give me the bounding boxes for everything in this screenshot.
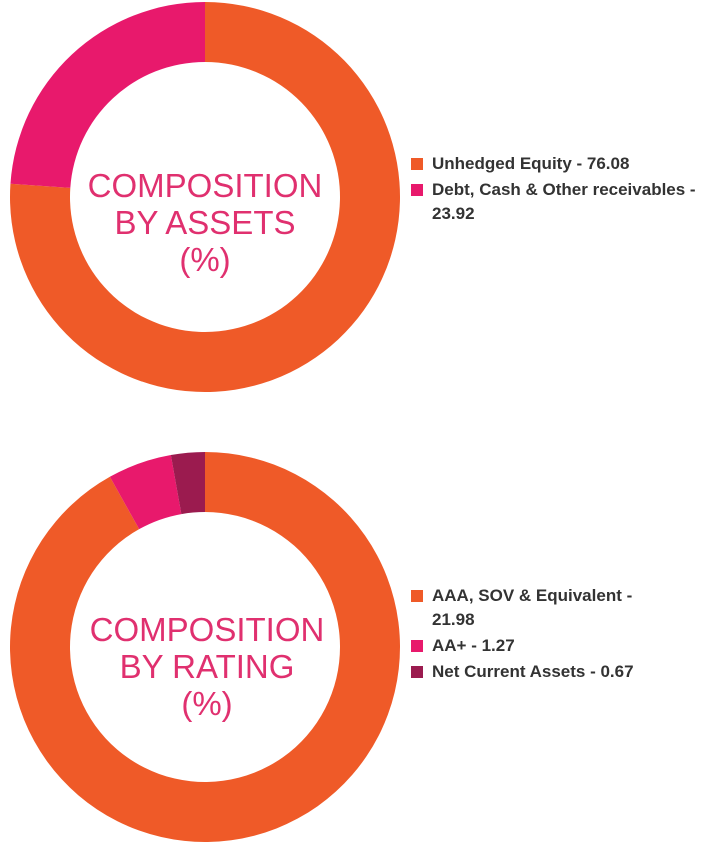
rating-legend-label-2: Net Current Assets - 0.67 xyxy=(432,662,634,681)
assets-legend-swatch-1 xyxy=(411,184,423,196)
assets-legend: Unhedged Equity - 76.08 Debt, Cash & Othe… xyxy=(411,152,711,228)
assets-legend-swatch-0 xyxy=(411,158,423,170)
assets-composition-chart: COMPOSITION BY ASSETS (%) Unhedged Equit… xyxy=(0,0,715,400)
rating-slice-1 xyxy=(109,455,182,530)
assets-slice-0 xyxy=(10,2,400,392)
rating-title-line-1: COMPOSITION xyxy=(89,611,325,648)
assets-title-line-1: COMPOSITION xyxy=(87,167,323,204)
rating-legend-item-1: AA+ - 1.27 xyxy=(411,634,651,658)
assets-legend-item-0: Unhedged Equity - 76.08 xyxy=(411,152,711,176)
assets-legend-label-0: Unhedged Equity - 76.08 xyxy=(432,154,630,173)
rating-slice-0 xyxy=(9,452,400,842)
rating-legend-label-0: AAA, SOV & Equivalent - 21.98 xyxy=(432,586,633,629)
assets-title-line-2: BY ASSETS xyxy=(114,203,296,241)
rating-composition-chart: COMPOSITION BY RATING (%) AAA, SOV & Equ… xyxy=(0,450,715,844)
assets-chart-title: COMPOSITION BY ASSETS (%) xyxy=(60,167,350,279)
rating-slice-2 xyxy=(170,452,205,515)
rating-legend-item-0: AAA, SOV & Equivalent - 21.98 xyxy=(411,584,651,632)
rating-legend: AAA, SOV & Equivalent - 21.98 AA+ - 1.27 N… xyxy=(411,584,651,686)
rating-title-line-3: (%) xyxy=(181,684,233,722)
rating-legend-item-2: Net Current Assets - 0.67 xyxy=(411,660,651,684)
rating-donut xyxy=(9,452,400,842)
rating-title-line-2: BY RATING xyxy=(119,647,295,685)
assets-donut xyxy=(10,2,400,392)
rating-chart-title: COMPOSITION BY RATING (%) xyxy=(57,611,357,723)
assets-title-line-3: (%) xyxy=(179,240,231,278)
rating-legend-swatch-1 xyxy=(411,640,423,652)
assets-legend-item-1: Debt, Cash & Other receivables - 23.92 xyxy=(411,178,711,226)
rating-legend-swatch-2 xyxy=(411,666,423,678)
assets-slice-1 xyxy=(10,2,206,188)
rating-legend-swatch-0 xyxy=(411,590,423,602)
assets-legend-label-1: Debt, Cash & Other receivables - 23.92 xyxy=(432,180,696,223)
rating-legend-label-1: AA+ - 1.27 xyxy=(432,636,515,655)
